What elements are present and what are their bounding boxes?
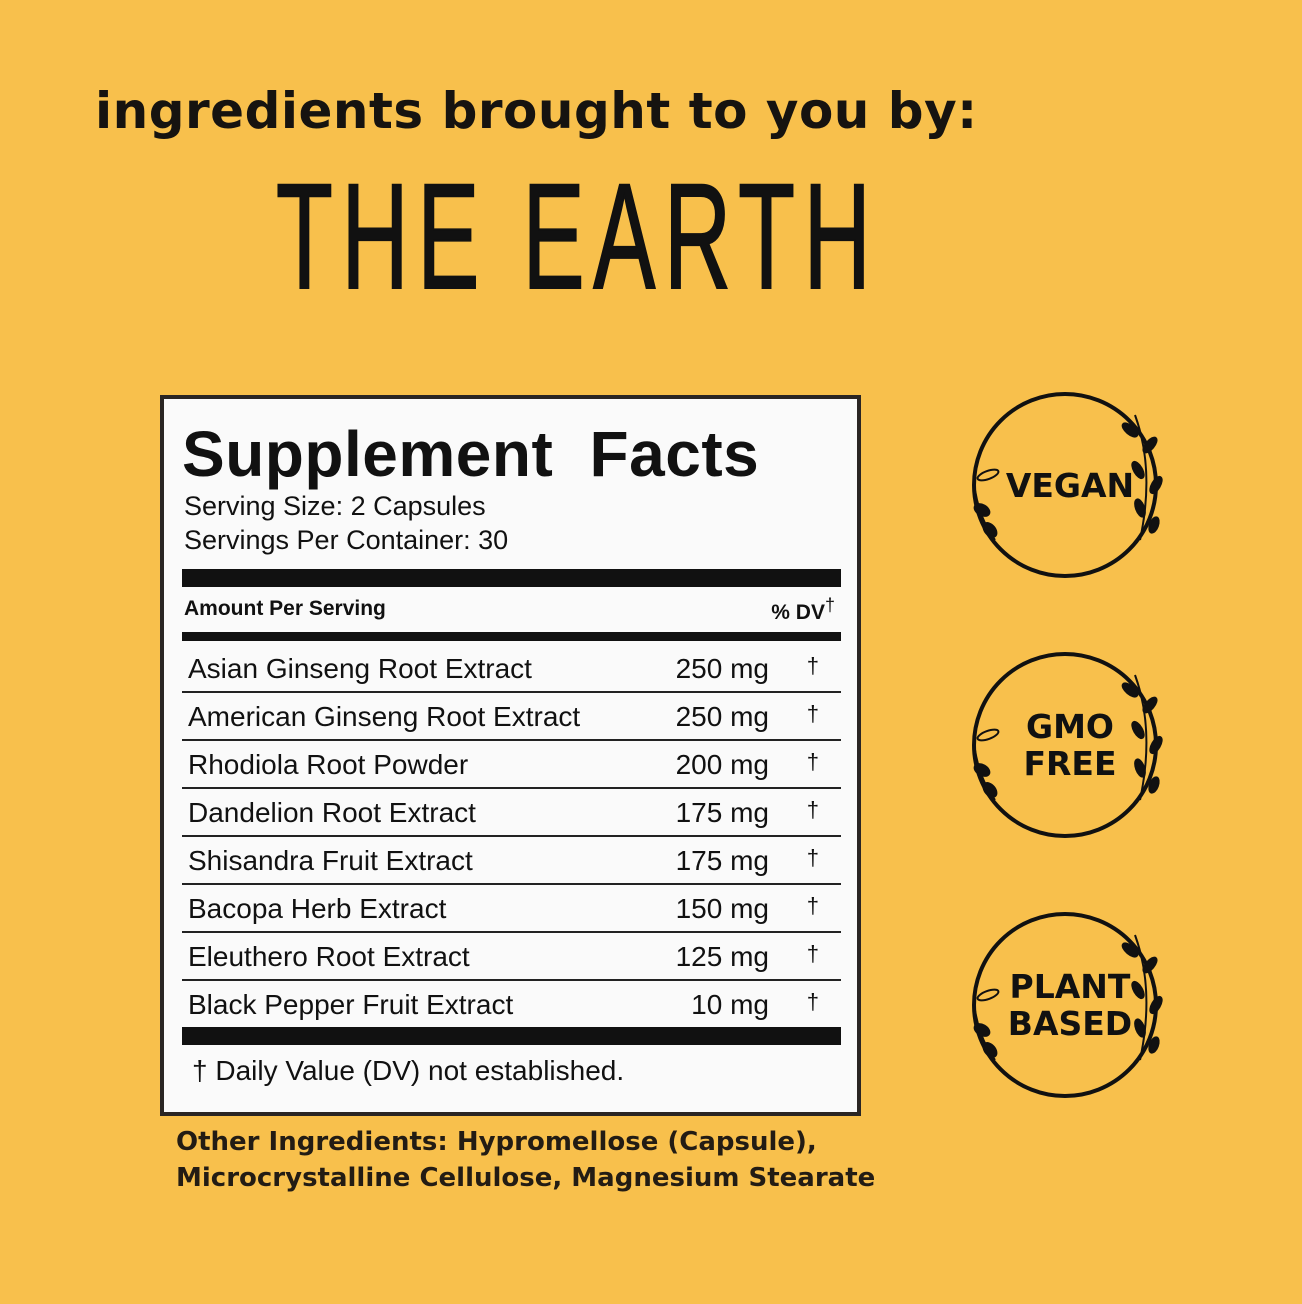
ingredient-amount: 10 mg <box>691 989 769 1020</box>
servings-per-container: Servings Per Container: 30 <box>184 525 509 555</box>
ingredient-amount: 175 mg <box>675 845 769 876</box>
ingredient-row: Asian Ginseng Root Extract 250 mg † <box>182 645 841 693</box>
amount-per-serving-header: Amount Per Serving <box>184 597 386 620</box>
divider-medium <box>182 632 841 641</box>
serving-size: Serving Size: 2 Capsules <box>184 491 486 521</box>
ingredient-dv: † <box>806 845 819 870</box>
badge-vegan: VEGAN <box>972 390 1165 580</box>
laurel-wreath-icon <box>972 912 1163 1098</box>
ingredient-name: Bacopa Herb Extract <box>188 893 447 924</box>
ingredient-row: Bacopa Herb Extract 150 mg † <box>182 885 841 933</box>
ingredient-dv: † <box>806 893 819 918</box>
badge-plant-based: PLANT BASED <box>972 910 1165 1100</box>
badge-label: FREE <box>1023 744 1117 783</box>
badge-label: VEGAN <box>1005 465 1135 505</box>
ingredient-dv: † <box>806 989 819 1014</box>
laurel-wreath-icon <box>972 652 1163 838</box>
ingredient-name: Asian Ginseng Root Extract <box>188 653 532 684</box>
ingredient-name: Eleuthero Root Extract <box>188 941 470 972</box>
ingredient-name: American Ginseng Root Extract <box>188 701 581 732</box>
ingredient-name: Shisandra Fruit Extract <box>188 845 473 876</box>
ingredient-name: Dandelion Root Extract <box>188 797 476 828</box>
other-ingredients: Other Ingredients: Hypromellose (Capsule… <box>176 1124 875 1196</box>
ingredient-amount: 200 mg <box>675 749 769 780</box>
ingredient-amount: 175 mg <box>675 797 769 828</box>
other-ingredients-line: Microcrystalline Cellulose, Magnesium St… <box>176 1163 876 1193</box>
ingredient-row: Dandelion Root Extract 175 mg † <box>182 789 841 837</box>
dv-label: % DV <box>771 601 825 624</box>
badge-label: BASED <box>1007 1004 1133 1043</box>
ingredient-amount: 150 mg <box>675 893 769 924</box>
footnote: † Daily Value (DV) not established. <box>192 1055 625 1086</box>
divider-thick <box>182 1027 841 1045</box>
dagger: † <box>824 595 835 615</box>
ingredient-row: Eleuthero Root Extract 125 mg † <box>182 933 841 981</box>
ingredient-dv: † <box>806 749 819 774</box>
ingredient-name: Rhodiola Root Powder <box>188 749 469 780</box>
divider-thick <box>182 569 841 587</box>
panel-title: Supplement Facts <box>182 418 760 490</box>
ingredient-amount: 125 mg <box>675 941 769 972</box>
ingredient-dv: † <box>806 653 819 678</box>
badge-label: GMO <box>1026 707 1114 746</box>
ingredient-amount: 250 mg <box>675 701 769 732</box>
other-ingredients-line: Other Ingredients: Hypromellose (Capsule… <box>176 1127 817 1157</box>
dv-header: % DV† <box>771 595 835 625</box>
ingredient-row: Black Pepper Fruit Extract 10 mg † <box>182 981 841 1029</box>
ingredient-dv: † <box>806 701 819 726</box>
brand-title: THE EARTH <box>275 151 880 321</box>
ingredient-name: Black Pepper Fruit Extract <box>188 989 514 1020</box>
ingredient-dv: † <box>806 941 819 966</box>
badge-gmo-free: GMO FREE <box>972 650 1165 840</box>
supplement-facts-panel: Supplement Facts Serving Size: 2 Capsule… <box>160 395 861 1116</box>
laurel-wreath-icon <box>972 392 1163 578</box>
ingredient-row: Shisandra Fruit Extract 175 mg † <box>182 837 841 885</box>
headline: ingredients brought to you by: <box>95 82 978 140</box>
ingredient-amount: 250 mg <box>675 653 769 684</box>
ingredient-dv: † <box>806 797 819 822</box>
ingredient-row: American Ginseng Root Extract 250 mg † <box>182 693 841 741</box>
badge-label: PLANT <box>1009 967 1131 1006</box>
ingredient-row: Rhodiola Root Powder 200 mg † <box>182 741 841 789</box>
